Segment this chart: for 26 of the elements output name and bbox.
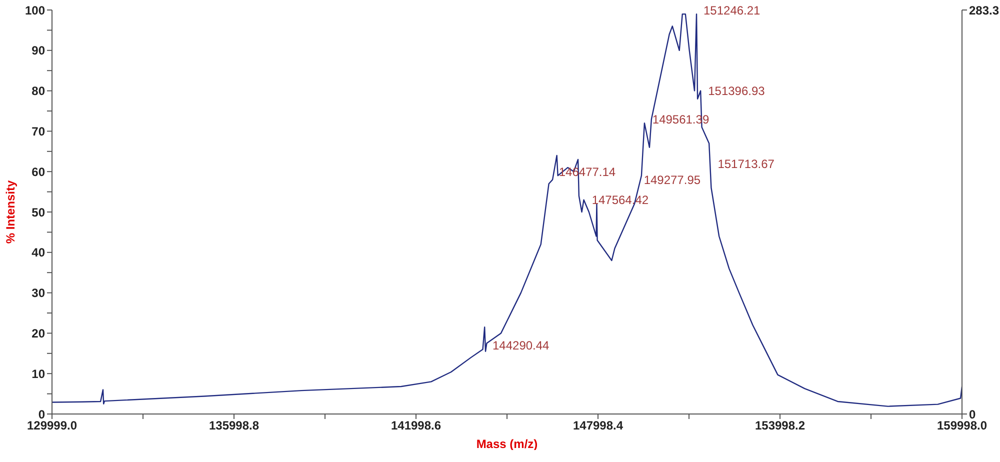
y-tick-label: 90 [32,44,46,58]
y-tick-label: 80 [32,84,46,98]
y-tick-label: 30 [32,286,46,300]
annotation: 144290.44 [492,338,550,353]
annotation: 151713.67 [718,156,775,171]
y-tick-label: 60 [32,164,46,179]
x-tick-label: 159998.0 [936,418,988,433]
y-tick-label: 10 [32,366,46,381]
y-axis-title: % Intensity [3,180,18,244]
x-tick-label: 141998.6 [390,418,442,433]
y-tick-label: 70 [32,124,46,138]
line-series [52,13,962,407]
y-tick-label: 50 [32,205,46,220]
annotation: 149277.95 [644,172,701,187]
x-tick-label: 147998.4 [572,418,624,433]
y2-tick-label: 0 [969,407,976,422]
x-tick-label: 129999.0 [26,418,78,433]
x-tick-label: 135998.8 [208,418,260,433]
y-tick-label: 100 [24,3,46,18]
y2-tick-label: 283.3 [969,3,1000,18]
x-tick-label: 153998.2 [754,418,806,433]
y-tick-label: 20 [32,326,46,340]
annotation: 151246.21 [704,3,761,18]
y-tick-label: 0 [38,407,46,422]
y-tick-label: 40 [32,246,46,260]
annotation: 151396.93 [708,84,766,98]
